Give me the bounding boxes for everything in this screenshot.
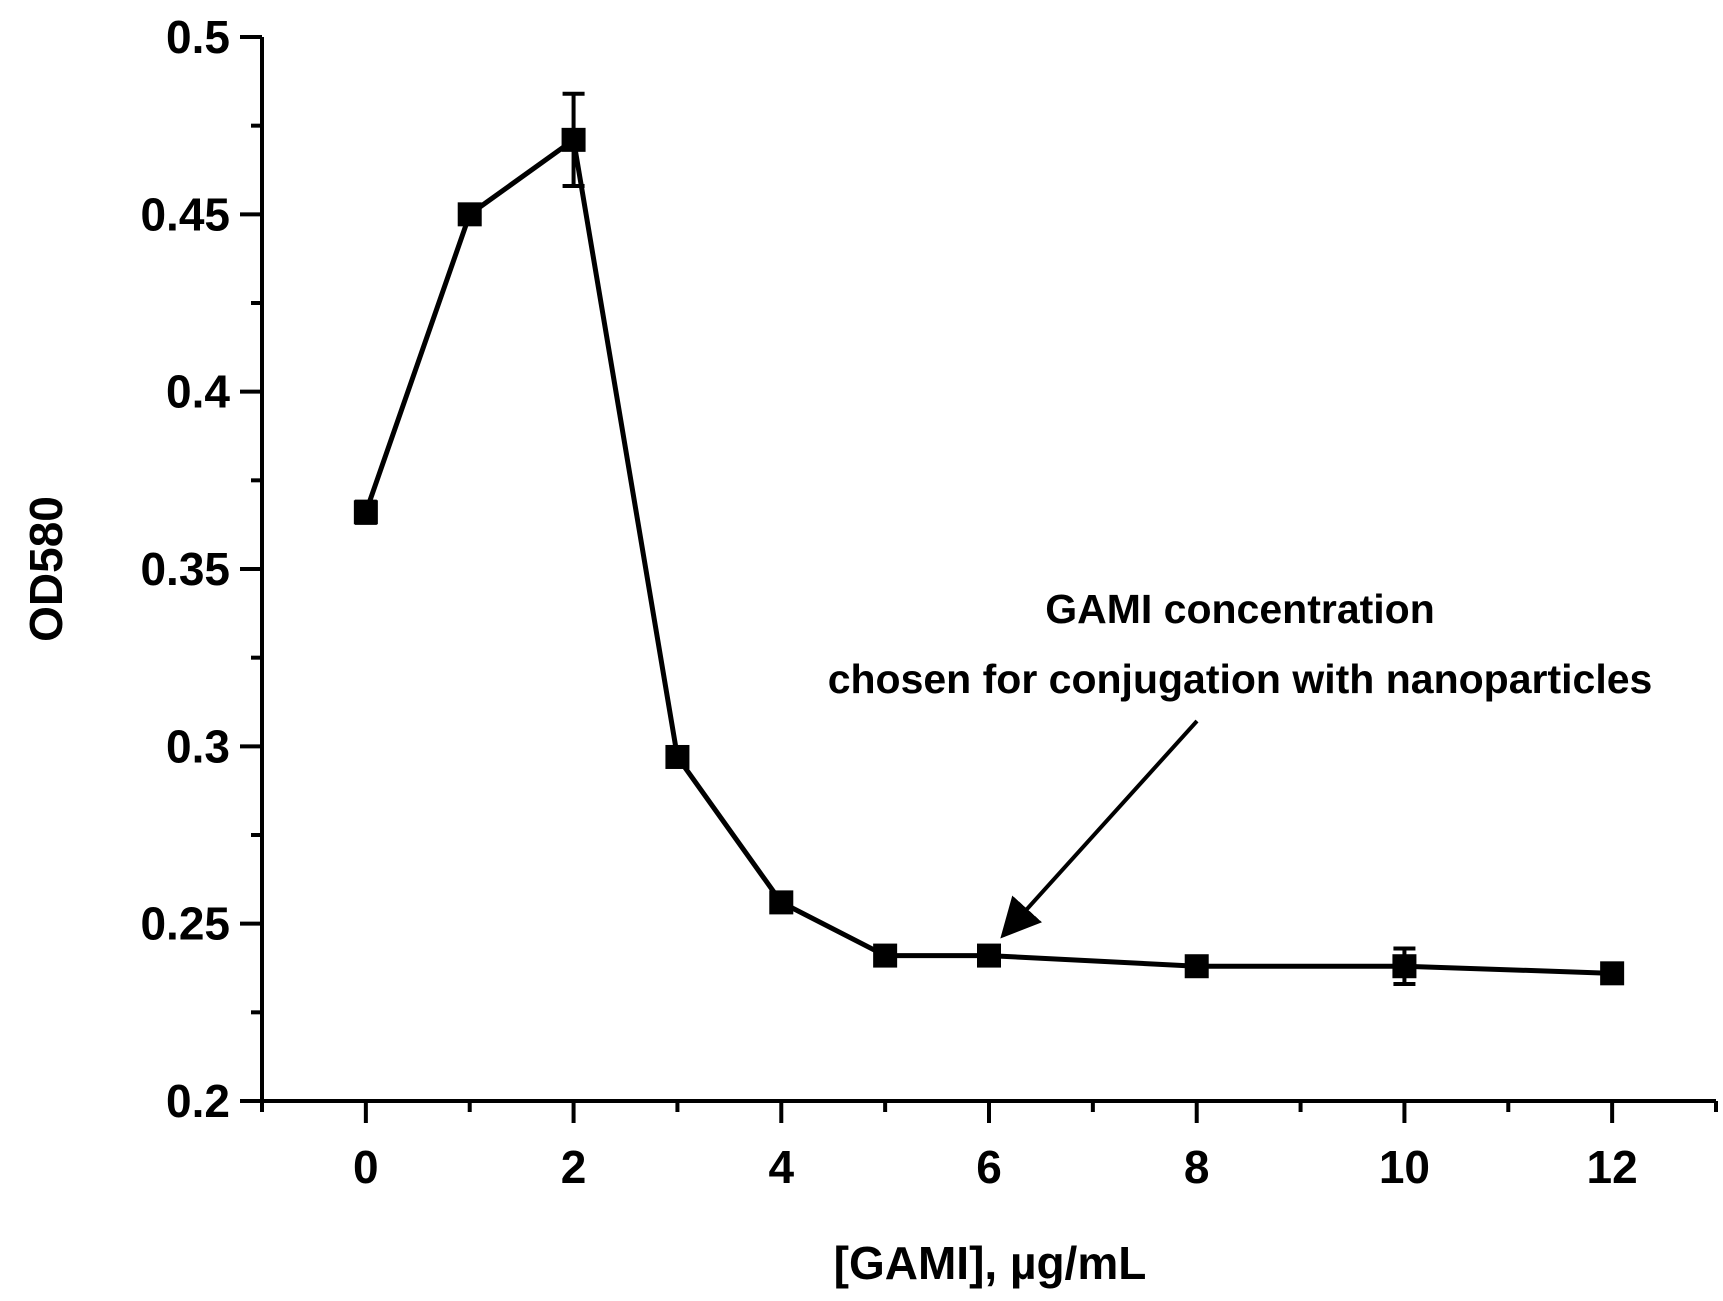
data-point-marker bbox=[561, 127, 586, 152]
y-tick-label: 0.25 bbox=[140, 898, 230, 950]
y-tick-label: 0.2 bbox=[166, 1075, 230, 1127]
x-tick-label: 10 bbox=[1379, 1141, 1430, 1193]
annotation-arrow bbox=[1000, 719, 1199, 939]
y-tick-label: 0.4 bbox=[166, 366, 230, 418]
x-axis-title: [GAMI], µg/mL bbox=[834, 1237, 1147, 1289]
x-tick-label: 2 bbox=[561, 1141, 587, 1193]
data-point-marker bbox=[977, 943, 1001, 968]
y-axis-ticks: 0.2 0.25 0.3 0.35 0.4 0.45 0.5 bbox=[140, 11, 262, 1127]
data-point-marker bbox=[457, 202, 482, 227]
x-tick-label: 4 bbox=[768, 1141, 794, 1193]
data-point-marker bbox=[353, 500, 378, 525]
x-axis-ticks: 0 2 4 6 8 10 12 bbox=[260, 1101, 1718, 1193]
data-point-marker bbox=[769, 890, 794, 915]
x-tick-label: 6 bbox=[976, 1141, 1002, 1193]
y-tick-label: 0.45 bbox=[140, 188, 230, 240]
data-point-marker bbox=[665, 744, 690, 769]
x-tick-label: 8 bbox=[1184, 1141, 1210, 1193]
data-point-marker bbox=[1392, 954, 1417, 979]
y-axis-title: OD580 bbox=[20, 496, 72, 642]
data-point-marker bbox=[873, 943, 898, 968]
y-tick-label: 0.5 bbox=[166, 11, 230, 63]
annotation-line-2: chosen for conjugation with nanoparticle… bbox=[828, 656, 1653, 702]
x-tick-label: 0 bbox=[353, 1141, 379, 1193]
data-point-marker bbox=[1184, 954, 1209, 979]
data-point-marker bbox=[1600, 961, 1625, 986]
axes: 0.2 0.25 0.3 0.35 0.4 0.45 0.5 0 2 4 6 8 10 12 bbox=[140, 11, 1718, 1193]
series-line bbox=[363, 137, 1613, 976]
annotation: GAMI concentration chosen for conjugatio… bbox=[828, 586, 1653, 939]
annotation-line-1: GAMI concentration bbox=[1045, 586, 1435, 632]
y-tick-label: 0.3 bbox=[166, 720, 230, 772]
y-tick-label: 0.35 bbox=[140, 543, 230, 595]
series-layer bbox=[353, 91, 1625, 986]
x-tick-label: 12 bbox=[1587, 1141, 1638, 1193]
